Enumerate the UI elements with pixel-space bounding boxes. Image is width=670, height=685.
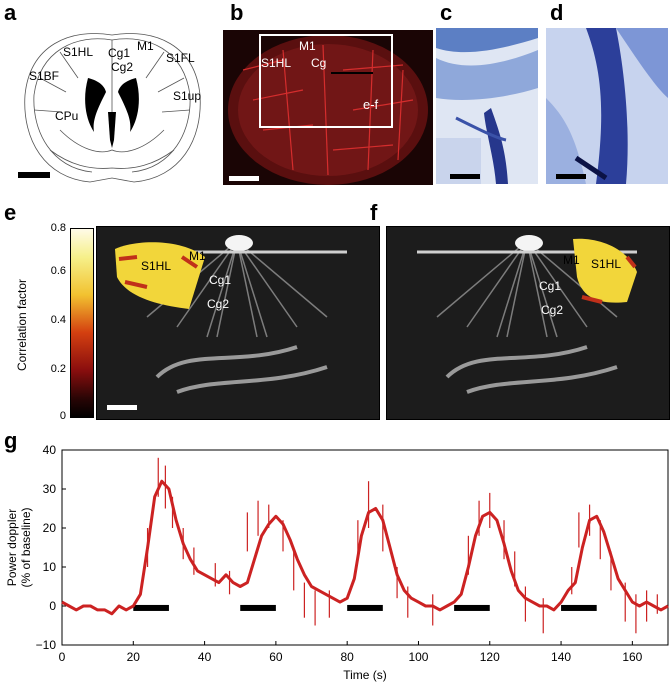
d-scale-bar xyxy=(556,174,586,179)
stimulus-bar xyxy=(133,604,169,611)
y-tick-label: 30 xyxy=(43,482,57,496)
f-label-cg1: Cg1 xyxy=(539,279,562,293)
b-label-m1: M1 xyxy=(299,39,316,53)
colorbar-tick-04: 0.4 xyxy=(50,314,66,326)
e-label-cg1: Cg1 xyxy=(209,273,232,287)
atlas-label-s1fl: S1FL xyxy=(166,51,195,65)
colorbar-tick-06: 0.6 xyxy=(50,265,66,277)
fus-texture-e xyxy=(97,227,379,419)
fus-map-e: S1HL M1 Cg1 Cg2 xyxy=(96,226,380,420)
f-label-m1: M1 xyxy=(563,253,580,267)
x-tick-label: 160 xyxy=(622,650,642,664)
b-label-ef: e-f xyxy=(363,97,379,112)
e-label-m1: M1 xyxy=(189,249,206,263)
histology-texture-c xyxy=(436,28,538,184)
histology-texture-d xyxy=(546,28,668,184)
atlas-label-s1bf: S1BF xyxy=(29,69,59,83)
panel-letter-d: d xyxy=(550,0,564,25)
panel-letter-g: g xyxy=(4,428,18,453)
plot-frame xyxy=(61,449,669,646)
stimulus-bar xyxy=(347,604,383,611)
ventricle-left xyxy=(85,78,106,132)
electrode-line xyxy=(331,72,373,74)
x-tick-label: 100 xyxy=(408,650,428,664)
b-label-cg: Cg xyxy=(311,56,327,70)
stimulus-bar xyxy=(240,604,276,611)
e-label-s1hl: S1HL xyxy=(141,259,172,273)
panel-letter-b: b xyxy=(230,0,244,25)
x-tick-label: 0 xyxy=(59,650,66,664)
x-axis-label: Time (s) xyxy=(343,668,387,682)
atlas-label-cg1: Cg1 xyxy=(108,46,130,60)
atlas-label-cg2: Cg2 xyxy=(111,60,133,74)
atlas-label-s1hl: S1HL xyxy=(63,45,93,59)
atlas-label-cpu: CPu xyxy=(55,109,78,123)
y-axis-label-line2: (% of baseline) xyxy=(19,507,33,587)
colorbar-tick-08: 0.8 xyxy=(50,222,66,234)
f-label-cg2: Cg2 xyxy=(541,303,564,317)
atlas-scale-bar xyxy=(18,172,50,178)
colorbar-tick-02: 0.2 xyxy=(50,363,66,375)
x-tick-label: 120 xyxy=(480,650,500,664)
x-tick-label: 80 xyxy=(340,650,354,664)
y-tick-label: 40 xyxy=(43,443,57,457)
histology-image-c xyxy=(436,28,538,184)
panel-letter-e: e xyxy=(4,200,17,225)
f-label-s1hl: S1HL xyxy=(591,257,622,271)
b-label-s1hl: S1HL xyxy=(261,56,292,70)
vascular-texture xyxy=(228,35,428,185)
x-tick-label: 140 xyxy=(551,650,571,664)
y-tick-label: 10 xyxy=(43,560,57,574)
vascular-image: M1 S1HL Cg e-f xyxy=(223,30,433,185)
x-tick-label: 20 xyxy=(127,650,141,664)
y-tick-label: 0 xyxy=(49,599,56,613)
x-tick-label: 60 xyxy=(269,650,283,664)
x-tick-label: 40 xyxy=(198,650,212,664)
stimulus-bar xyxy=(454,604,490,611)
panel-letter-f: f xyxy=(370,200,378,225)
colorbar-label: Correlation factor xyxy=(15,278,29,372)
panel-letter-c: c xyxy=(440,0,453,25)
ventricle-right xyxy=(118,78,139,132)
third-ventricle xyxy=(108,112,116,148)
c-scale-bar xyxy=(450,174,480,179)
fus-map-f: M1 S1HL Cg1 Cg2 xyxy=(386,226,670,420)
region-box xyxy=(259,34,393,128)
stimulus-bar xyxy=(561,604,597,611)
series-line-mean xyxy=(61,479,669,616)
panel-letter-a: a xyxy=(4,0,17,25)
e-label-cg2: Cg2 xyxy=(207,297,230,311)
fus-texture-f xyxy=(387,227,669,419)
colorbar-tick-0: 0 xyxy=(59,410,66,422)
y-tick-label: 20 xyxy=(43,521,57,535)
y-axis-label-line1: Power doppler xyxy=(5,509,19,586)
colorbar xyxy=(70,228,94,418)
b-scale-bar xyxy=(229,176,259,181)
e-scale-bar xyxy=(107,405,137,410)
y-tick-label: −10 xyxy=(36,638,57,652)
atlas-label-m1: M1 xyxy=(137,39,154,53)
atlas-label-s1up: S1up xyxy=(173,89,201,103)
atlas-drawing: S1HL Cg1 M1 Cg2 S1FL S1BF CPu S1up xyxy=(18,33,201,183)
histology-image-d xyxy=(546,28,668,184)
